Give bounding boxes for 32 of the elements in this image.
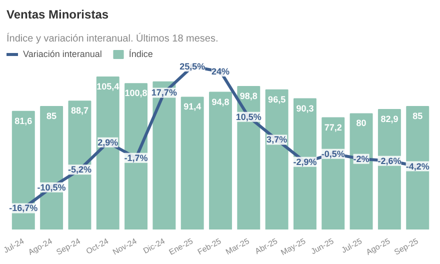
data-label: 80 bbox=[356, 118, 366, 128]
bar bbox=[180, 96, 204, 230]
data-label: 105,4 bbox=[96, 81, 120, 92]
legend-label: Índice bbox=[128, 49, 153, 59]
bar bbox=[293, 98, 316, 230]
data-label: 90,3 bbox=[296, 103, 314, 114]
data-label: 91,4 bbox=[184, 102, 202, 112]
data-label: 98,8 bbox=[240, 91, 258, 102]
bar bbox=[68, 100, 92, 230]
data-label: 94,8 bbox=[212, 96, 230, 107]
data-label: 25,5% bbox=[180, 62, 206, 72]
bar bbox=[406, 106, 430, 230]
data-label: 85 bbox=[412, 110, 423, 121]
data-label: 88,7 bbox=[70, 106, 88, 116]
data-label: 96,5 bbox=[268, 94, 286, 104]
data-label: 100,8 bbox=[124, 88, 148, 98]
bar bbox=[209, 92, 232, 230]
bar bbox=[124, 83, 148, 230]
data-label: 81,6 bbox=[14, 116, 32, 126]
bar bbox=[152, 81, 176, 230]
data-label: 82,9 bbox=[380, 114, 398, 124]
bar bbox=[378, 109, 401, 230]
bar bbox=[265, 89, 288, 230]
chart-subtitle: Índice y variación interanual. Últimos 18 meses. bbox=[6, 32, 218, 44]
bar bbox=[96, 76, 120, 230]
bar bbox=[350, 113, 373, 230]
data-label: 85 bbox=[46, 110, 57, 121]
bar bbox=[237, 86, 260, 230]
chart-title: Ventas Minoristas bbox=[6, 8, 109, 22]
data-label: 77,2 bbox=[324, 122, 342, 132]
legend-label: Variación interanual bbox=[23, 49, 102, 59]
bar bbox=[322, 117, 345, 230]
